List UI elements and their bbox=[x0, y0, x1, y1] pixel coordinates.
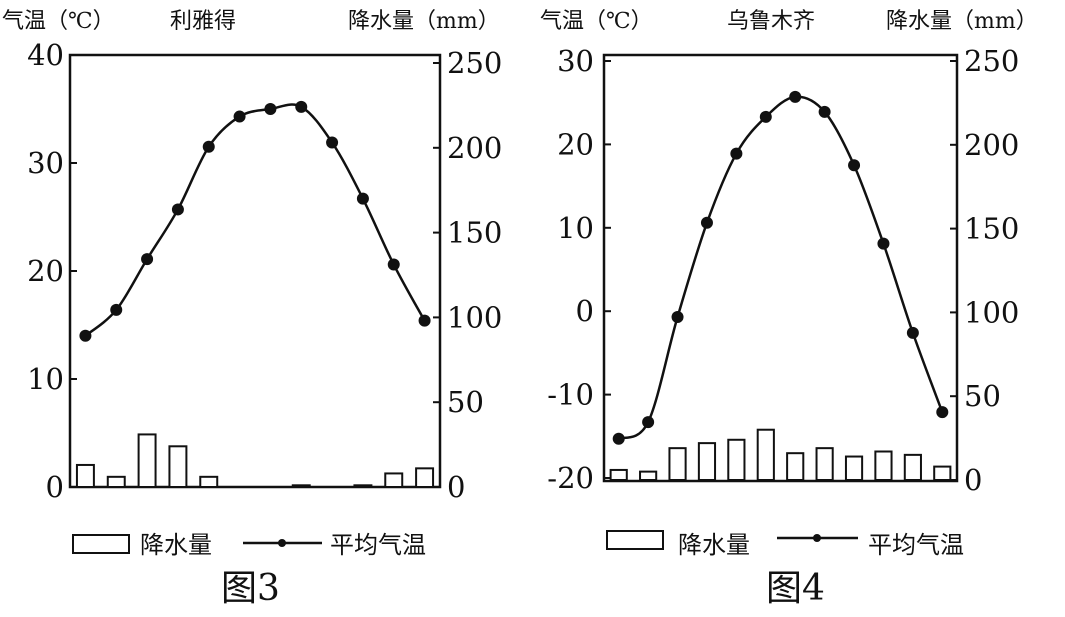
left-tick-label: 10 bbox=[27, 362, 64, 396]
temperature-point bbox=[759, 110, 772, 123]
legend-bar-label: 降水量 bbox=[140, 531, 212, 559]
left-tick-label: 10 bbox=[557, 211, 594, 245]
temperature-point bbox=[936, 406, 949, 419]
legend-bar-swatch bbox=[606, 530, 664, 550]
temperature-point bbox=[671, 311, 684, 324]
temperature-point bbox=[233, 110, 246, 123]
temperature-point bbox=[356, 192, 369, 205]
left-axis-title: 气温（℃） bbox=[540, 9, 653, 34]
precip-bar bbox=[639, 470, 658, 481]
left-axis-title: 气温（℃） bbox=[2, 9, 115, 34]
temperature-point bbox=[789, 90, 802, 103]
chart-title: 乌鲁木齐 bbox=[727, 9, 815, 34]
precip-bar bbox=[609, 468, 628, 481]
left-tick-label: 30 bbox=[557, 44, 594, 78]
precip-bar bbox=[137, 433, 157, 489]
right-axis: 0 50 100 150 200 250 bbox=[433, 46, 502, 504]
legend-bar-swatch bbox=[72, 534, 130, 554]
precip-bar bbox=[75, 463, 95, 488]
left-axis: -20 -10 0 10 20 30 bbox=[547, 44, 611, 495]
temperature-point bbox=[110, 303, 123, 316]
legend-line-label: 平均气温 bbox=[868, 531, 964, 559]
precip-bar bbox=[353, 484, 373, 488]
temperature-point bbox=[79, 329, 92, 342]
temperature-point bbox=[326, 136, 339, 149]
right-axis-title: 降水量（mm） bbox=[348, 9, 500, 34]
temperature-point bbox=[877, 237, 890, 250]
temperature-point bbox=[818, 105, 831, 118]
precip-bar bbox=[697, 442, 717, 481]
left-tick-label: 40 bbox=[27, 38, 64, 72]
temperature-point bbox=[730, 147, 743, 160]
right-tick-label: 250 bbox=[447, 46, 502, 80]
plot-frame bbox=[68, 53, 442, 489]
precip-bar bbox=[933, 465, 952, 482]
temperature-point bbox=[264, 103, 277, 115]
right-tick-label: 200 bbox=[447, 131, 502, 165]
right-axis-title: 降水量（mm） bbox=[886, 9, 1038, 34]
precip-bar bbox=[874, 450, 893, 481]
precip-bar bbox=[291, 484, 311, 488]
right-axis: 0 50 100 150 200 250 bbox=[950, 44, 1019, 497]
chart-riyadh: 气温（℃） 利雅得 降水量（mm） 0 10 20 30 40 0 50 100 150 200… bbox=[2, 9, 502, 609]
precip-bar bbox=[668, 447, 687, 482]
temperature-point bbox=[612, 432, 625, 445]
left-tick-label: -20 bbox=[547, 461, 594, 495]
left-tick-label: 30 bbox=[27, 146, 64, 180]
temperature-point bbox=[418, 314, 431, 327]
precip-bars bbox=[75, 433, 435, 489]
temperature-points bbox=[612, 90, 949, 445]
legend-line-label: 平均气温 bbox=[330, 531, 426, 559]
right-tick-label: 200 bbox=[964, 128, 1019, 162]
right-tick-label: 250 bbox=[964, 44, 1019, 78]
temperature-point bbox=[906, 326, 919, 339]
left-tick-label: 0 bbox=[576, 294, 594, 328]
right-tick-label: 150 bbox=[964, 212, 1019, 246]
precip-bar bbox=[415, 467, 435, 488]
precip-bar bbox=[168, 445, 188, 488]
chart-urumqi: 气温（℃） 乌鲁木齐 降水量（mm） -20 -10 0 10 20 30 0 50 100 1… bbox=[540, 9, 1038, 609]
legend-line-marker bbox=[278, 539, 286, 547]
temperature-line bbox=[618, 95, 944, 440]
temperature-point bbox=[848, 159, 861, 172]
precip-bar bbox=[903, 453, 922, 481]
right-tick-label: 50 bbox=[447, 385, 484, 419]
temperature-points bbox=[79, 100, 431, 342]
precip-bar bbox=[727, 438, 746, 481]
temperature-point bbox=[387, 258, 400, 271]
precip-bar bbox=[384, 472, 404, 489]
left-tick-label: 20 bbox=[27, 254, 64, 288]
figure-caption: 图4 bbox=[766, 568, 825, 609]
temperature-point bbox=[642, 416, 655, 429]
right-tick-label: 150 bbox=[447, 216, 502, 250]
legend-line-marker bbox=[813, 534, 821, 542]
left-tick-label: 20 bbox=[557, 127, 594, 161]
right-tick-label: 0 bbox=[447, 470, 465, 504]
temperature-point bbox=[141, 253, 154, 266]
precip-bars bbox=[609, 428, 952, 482]
left-tick-label: 0 bbox=[46, 470, 64, 504]
temperature-line bbox=[84, 103, 426, 337]
left-axis: 0 10 20 30 40 bbox=[27, 38, 77, 504]
figure-caption: 图3 bbox=[221, 568, 280, 609]
temperature-point bbox=[700, 216, 713, 229]
legend-bar-label: 降水量 bbox=[678, 531, 750, 559]
precip-bar bbox=[199, 475, 219, 489]
temperature-point bbox=[202, 140, 215, 153]
right-tick-label: 100 bbox=[964, 295, 1019, 329]
plot-frame bbox=[602, 53, 959, 483]
right-tick-label: 50 bbox=[964, 379, 1001, 413]
right-tick-label: 100 bbox=[447, 300, 502, 334]
precip-bar bbox=[106, 475, 126, 489]
temperature-point bbox=[295, 100, 308, 113]
left-tick-label: -10 bbox=[547, 378, 594, 412]
precip-bar bbox=[786, 452, 805, 481]
chart-title: 利雅得 bbox=[170, 9, 236, 34]
precip-bar bbox=[756, 428, 775, 481]
right-tick-label: 0 bbox=[964, 463, 982, 497]
temperature-point bbox=[171, 203, 184, 216]
precip-bar bbox=[815, 447, 834, 482]
precip-bar bbox=[844, 455, 864, 482]
